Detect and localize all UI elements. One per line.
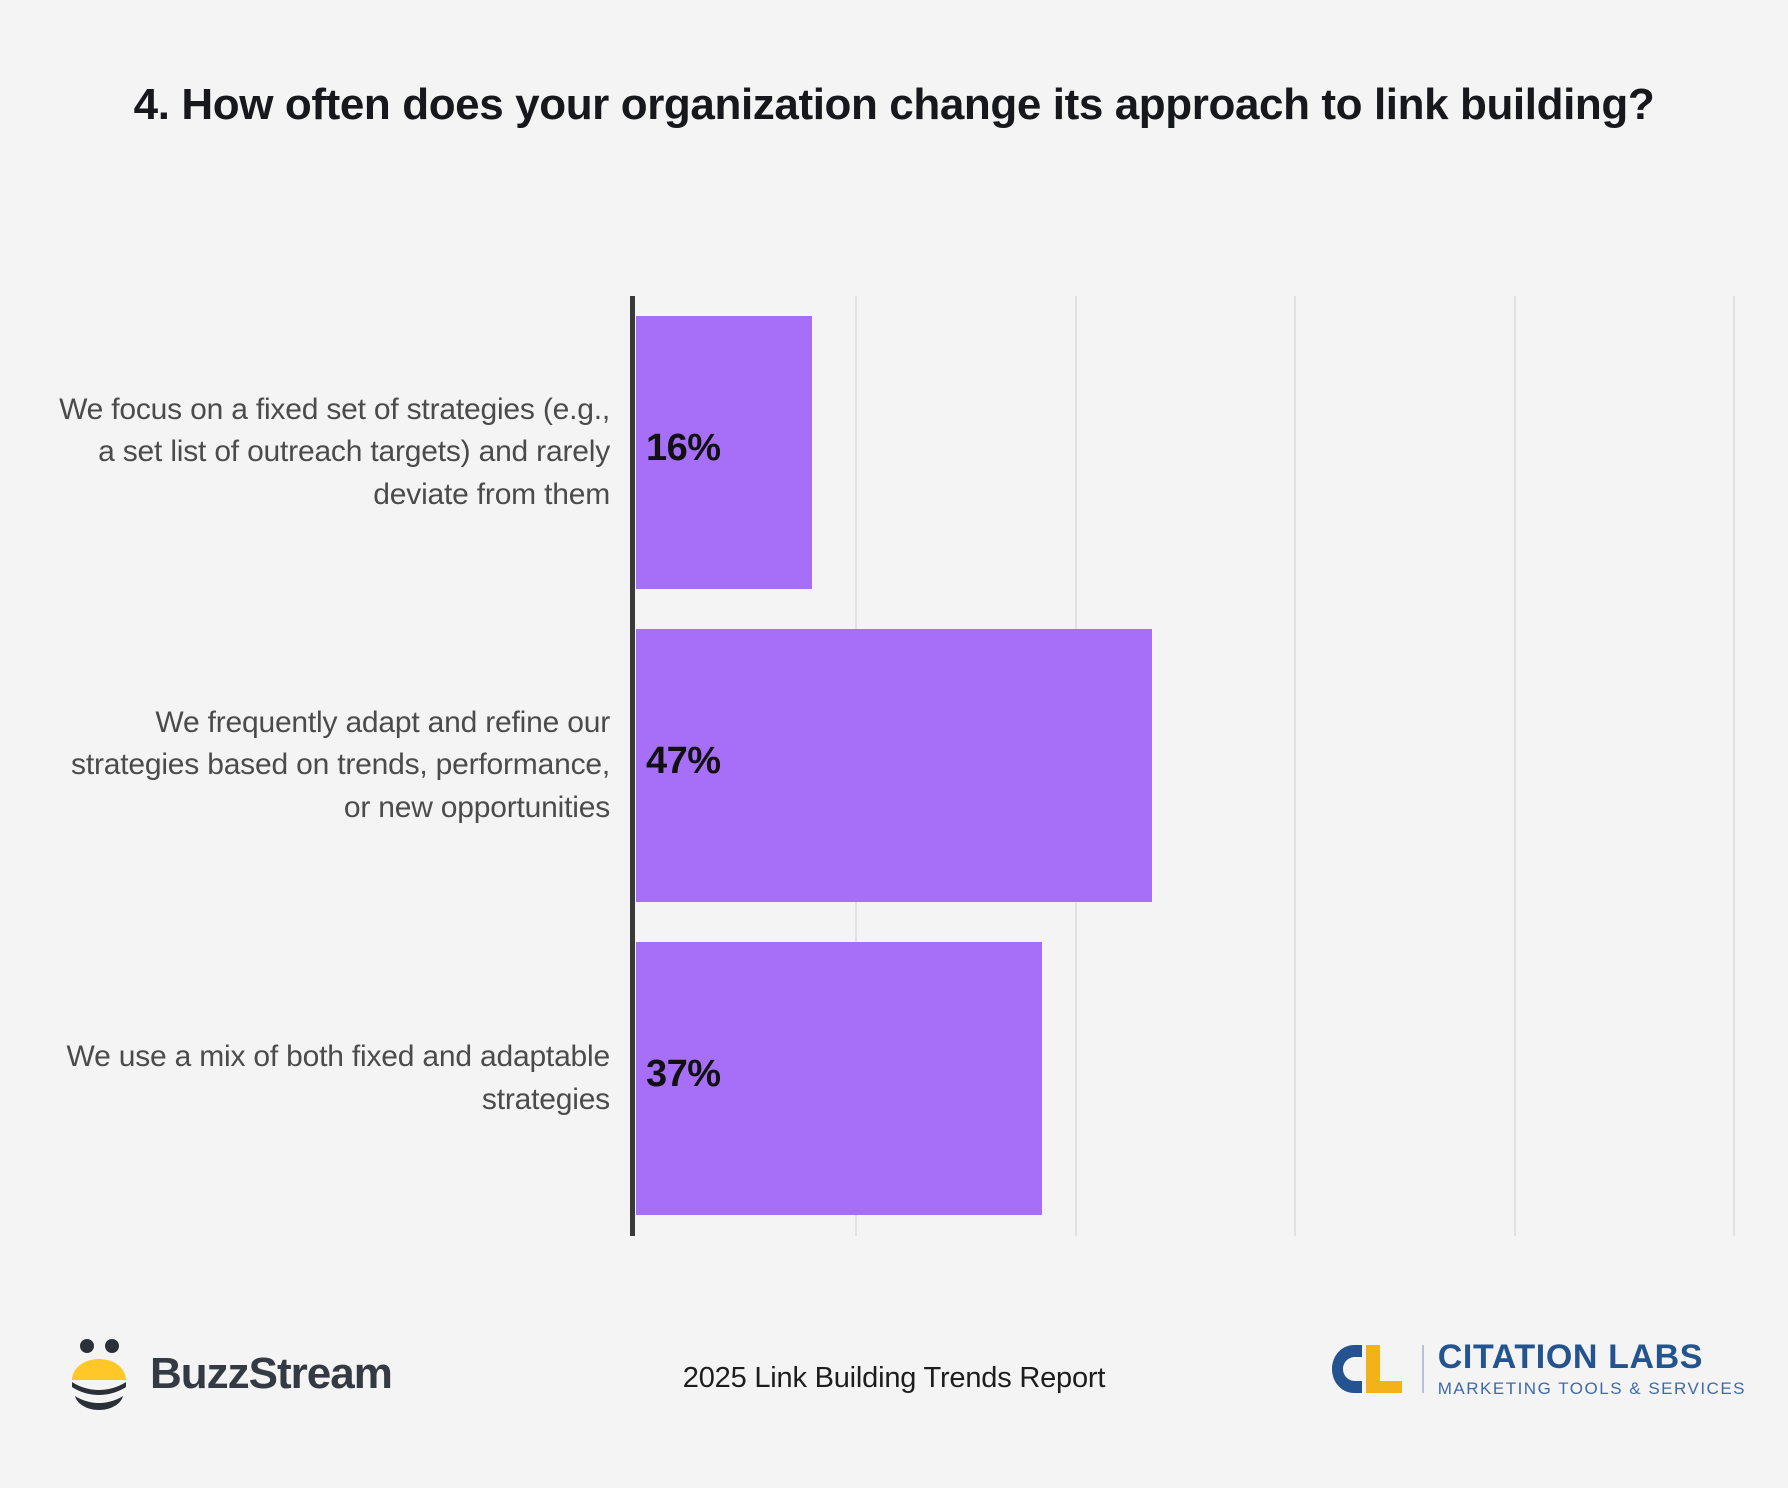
logo-divider — [1421, 1344, 1424, 1393]
bar-value-label: 37% — [646, 1052, 721, 1095]
y-axis-line — [630, 296, 635, 1236]
cl-monogram-icon — [1331, 1344, 1408, 1393]
gridline-60 — [1294, 296, 1297, 1236]
citation-labs-name: CITATION LABS — [1437, 1338, 1704, 1376]
bar-row: We use a mix of both fixed and adaptable… — [0, 922, 1788, 1235]
category-label: We use a mix of both fixed and adaptable… — [66, 1039, 611, 1116]
bar — [636, 629, 1152, 902]
footer: BuzzStream 2025 Link Building Trends Rep… — [0, 1310, 1788, 1488]
bar-chart: We focus on a fixed set of strategies (e… — [0, 296, 1788, 1236]
bar-rows: We focus on a fixed set of strategies (e… — [0, 296, 1788, 1236]
category-label: We frequently adapt and refine our strat… — [71, 705, 610, 824]
bar-value-label: 47% — [646, 739, 721, 782]
bee-icon — [68, 1338, 130, 1410]
bar-row: We frequently adapt and refine our strat… — [0, 609, 1788, 922]
buzzstream-wordmark: BuzzStream — [150, 1349, 393, 1398]
citation-labs-wordmark: CITATION LABS MARKETING TOOLS & SERVICES — [1438, 1340, 1746, 1397]
bar-value-label: 16% — [646, 426, 721, 469]
gridline-100 — [1733, 296, 1736, 1236]
bar-row: We focus on a fixed set of strategies (e… — [0, 296, 1788, 609]
bar — [636, 316, 812, 589]
gridline-80 — [1513, 296, 1516, 1236]
category-label: We focus on a fixed set of strategies (e… — [59, 392, 610, 511]
citation-labs-logo: CITATION LABS MARKETING TOOLS & SERVICES — [1331, 1340, 1746, 1397]
buzzstream-logo: BuzzStream — [68, 1338, 393, 1410]
bar — [636, 942, 1042, 1215]
footer-report-title: 2025 Link Building Trends Report — [682, 1362, 1106, 1394]
citation-labs-tagline: MARKETING TOOLS & SERVICES — [1437, 1379, 1746, 1398]
page-title: 4. How often does your organization chan… — [133, 80, 1655, 129]
